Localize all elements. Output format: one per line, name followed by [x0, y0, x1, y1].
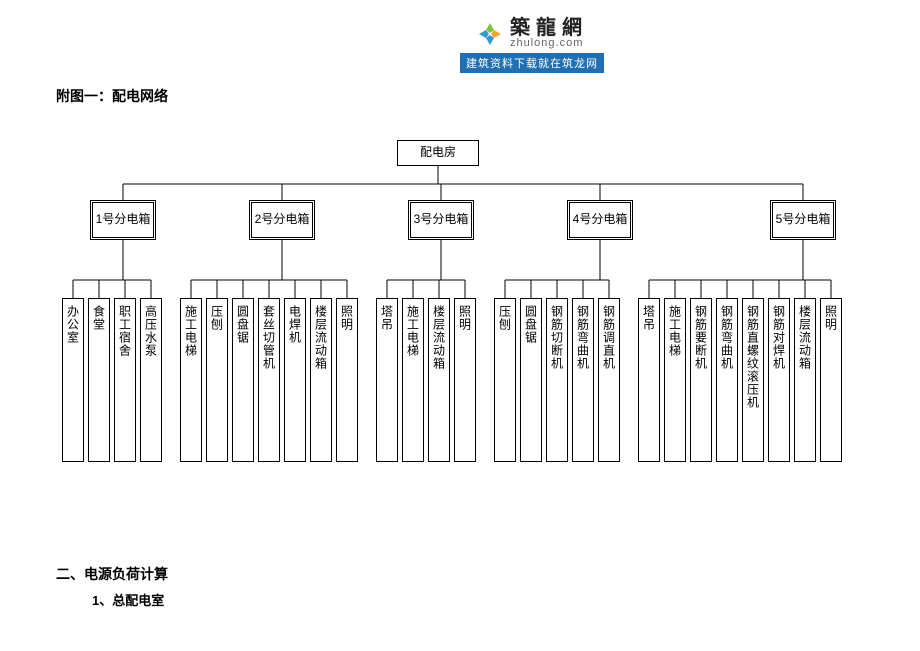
logo-flower-icon	[476, 20, 504, 48]
leaf-b4: 钢筋调直机	[598, 298, 620, 462]
leaf-b3: 施工电梯	[402, 298, 424, 462]
leaf-b5: 照明	[820, 298, 842, 462]
root-node: 配电房	[397, 140, 479, 166]
logo-top-row: 築龍網 zhulong.com	[476, 18, 588, 49]
leaf-b1: 职工宿舍	[114, 298, 136, 462]
leaf-b4: 圆盘锯	[520, 298, 542, 462]
leaf-b5: 楼层流动箱	[794, 298, 816, 462]
logo-slogan-bar: 建筑资料下载就在筑龙网	[460, 53, 604, 73]
leaf-b5: 塔吊	[638, 298, 660, 462]
logo-cn-text: 築龍網	[510, 18, 588, 38]
leaf-b2: 套丝切管机	[258, 298, 280, 462]
leaf-b5: 钢筋直螺纹滚压机	[742, 298, 764, 462]
branch-b4: 4号分电箱	[567, 200, 633, 240]
leaf-b1: 食堂	[88, 298, 110, 462]
leaf-b3: 照明	[454, 298, 476, 462]
leaf-b3: 楼层流动箱	[428, 298, 450, 462]
leaf-b4: 钢筋切断机	[546, 298, 568, 462]
leaf-b4: 压刨	[494, 298, 516, 462]
leaf-b4: 钢筋弯曲机	[572, 298, 594, 462]
subsection-title: 1、总配电室	[92, 590, 164, 609]
leaf-b2: 压刨	[206, 298, 228, 462]
leaf-b5: 钢筋对焊机	[768, 298, 790, 462]
section-title: 二、电源负荷计算	[56, 564, 168, 584]
branch-b1: 1号分电箱	[90, 200, 156, 240]
site-logo: 築龍網 zhulong.com 建筑资料下载就在筑龙网	[460, 18, 604, 73]
logo-domain-text: zhulong.com	[510, 38, 588, 49]
leaf-b2: 圆盘锯	[232, 298, 254, 462]
leaf-b5: 钢筋弯曲机	[716, 298, 738, 462]
logo-text-block: 築龍網 zhulong.com	[510, 18, 588, 49]
branch-b5: 5号分电箱	[770, 200, 836, 240]
branch-b3: 3号分电箱	[408, 200, 474, 240]
leaf-b2: 电焊机	[284, 298, 306, 462]
leaf-b5: 钢筋要断机	[690, 298, 712, 462]
figure-title: 附图一：配电网络	[56, 86, 168, 106]
leaf-b2: 施工电梯	[180, 298, 202, 462]
leaf-b1: 高压水泵	[140, 298, 162, 462]
leaf-b3: 塔吊	[376, 298, 398, 462]
branch-b2: 2号分电箱	[249, 200, 315, 240]
leaf-b5: 施工电梯	[664, 298, 686, 462]
leaf-b1: 办公室	[62, 298, 84, 462]
leaf-b2: 楼层流动箱	[310, 298, 332, 462]
leaf-b2: 照明	[336, 298, 358, 462]
